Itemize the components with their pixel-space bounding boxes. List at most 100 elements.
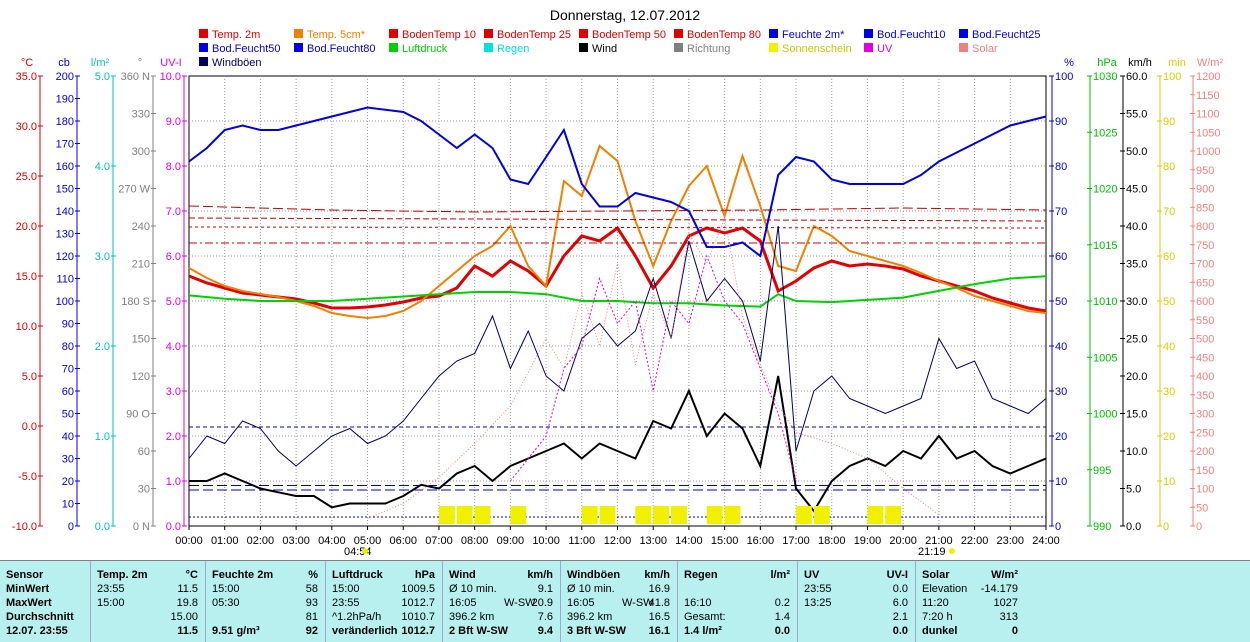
- table-cell-label: Ø 10 min.: [567, 583, 615, 595]
- table-cell-label: 396.2 km: [567, 611, 613, 623]
- header-label: Solar: [922, 569, 950, 581]
- header-label: Luftdruck: [332, 569, 383, 581]
- table-row: veränderlich ↑ 1012.7: [326, 624, 443, 638]
- axis-tick-label-left: 3.0: [95, 251, 110, 263]
- sunshine-bar: [581, 506, 598, 524]
- table-column: Regen l/m² 16:10 0.2 Gesamt: 1.4 1.4 l/m² 0.0: [677, 561, 798, 642]
- axis-tick-label-right: 40: [1055, 341, 1067, 353]
- table-cell-label: 16:10: [684, 597, 712, 609]
- axis-tick-label-right: 900: [1196, 184, 1214, 196]
- legend-swatch: [199, 43, 208, 52]
- legend-label: Richtung: [687, 43, 730, 55]
- legend-swatch: [389, 29, 398, 38]
- x-axis-tick-label: 17:00: [782, 535, 810, 547]
- legend-swatch: [959, 43, 968, 52]
- axis-tick-label-left: 8.0: [166, 161, 181, 173]
- sunshine-bar: [510, 506, 527, 524]
- sunshine-bar: [885, 506, 902, 524]
- axis-unit-right: %: [1064, 57, 1074, 69]
- axis-tick-label-right: 70: [1163, 206, 1175, 218]
- axis-tick-label-left: 0: [68, 521, 74, 533]
- table-column: Temp. 2m °C 23:55 11.5 15:00 19.8 15.00 11.5: [90, 561, 206, 642]
- legend-swatch: [959, 29, 968, 38]
- x-axis-tick-label: 20:00: [889, 535, 917, 547]
- table-cell-value: 0.0: [892, 583, 908, 595]
- sunshine-bar: [599, 506, 616, 524]
- header-label: Regen: [684, 569, 718, 581]
- axis-tick-label-right: 350: [1196, 390, 1214, 402]
- x-axis-tick-label: 01:00: [211, 535, 239, 547]
- axis-tick-label-right: 20: [1055, 431, 1067, 443]
- legend-swatch: [484, 43, 493, 52]
- sunshine-bar: [438, 506, 455, 524]
- legend-swatch: [484, 29, 493, 38]
- x-axis-tick-label: 18:00: [818, 535, 846, 547]
- axis-tick-label-left: 110: [56, 274, 74, 286]
- header-unit: hPa: [414, 569, 435, 581]
- sunshine-bar: [706, 506, 723, 524]
- x-axis-tick-label: 04:00: [318, 535, 346, 547]
- axis-tick-label-right: 70: [1055, 206, 1067, 218]
- legend-label: Solar: [972, 43, 998, 55]
- bodentemp-10-series: [188, 205, 1047, 213]
- axis-tick-label-right: 60: [1055, 251, 1067, 263]
- table-cell-value: 93: [305, 597, 318, 609]
- table-cell-label: 1.4 l/m²: [684, 625, 722, 637]
- table-row: 2 Bft W-SW 9.4: [443, 624, 561, 638]
- x-axis-tick-label: 11:00: [568, 535, 595, 547]
- table-cell-label: 05:30: [212, 597, 240, 609]
- axis-tick-label-right: 60: [1163, 251, 1175, 263]
- axis-tick-label-right: 45.0: [1126, 184, 1147, 196]
- table-column: Solar W/m² Elevation -14.179 11:20 1027 7:20 h…: [915, 561, 1026, 642]
- axis-tick-label-right: 50: [1055, 296, 1067, 308]
- legend-swatch: [294, 43, 303, 52]
- table-row: 13:25 6.0: [798, 596, 916, 610]
- axis-tick-label-right: 50: [1196, 502, 1208, 514]
- x-axis-tick-label: 06:00: [389, 535, 417, 547]
- axis-tick-label-left: 120: [56, 251, 74, 263]
- table-header: Temp. 2m °C: [91, 568, 206, 582]
- axis-tick-label-left: 240: [132, 221, 150, 233]
- axis-tick-label-left: 30: [62, 454, 74, 466]
- table-cell-value: -14.179: [980, 583, 1018, 595]
- header-unit: km/h: [644, 569, 670, 581]
- axis-tick-label-right: 30: [1163, 386, 1175, 398]
- table-cell-label: Elevation: [922, 583, 968, 595]
- axis-tick-label-right: 450: [1196, 352, 1214, 364]
- axis-tick-label-right: 100: [1055, 71, 1073, 83]
- table-row: 1.4 l/m² 0.0: [678, 624, 798, 638]
- axis-tick-label-left: 90 O: [126, 409, 150, 421]
- legend-swatch: [199, 29, 208, 38]
- axis-tick-label-right: 5.0: [1126, 484, 1141, 496]
- axis-tick-label-left: 9.0: [166, 116, 181, 128]
- axis-tick-label-right: 0: [1196, 521, 1202, 533]
- axis-tick-label-right: 90: [1055, 116, 1067, 128]
- header-unit: UV-I: [886, 569, 908, 581]
- table-row: Ø 10 min. 16.9: [561, 582, 678, 596]
- axis-tick-label-right: 50.0: [1126, 146, 1147, 158]
- legend-swatch: [674, 43, 683, 52]
- axis-tick-label-left: 10.0: [16, 321, 37, 333]
- bodentemp-25-series: [188, 217, 1047, 222]
- axis-tick-label-right: 990: [1093, 521, 1111, 533]
- axis-tick-label-right: 950: [1196, 165, 1214, 177]
- table-row: 7:20 h 313: [916, 610, 1026, 624]
- table-cell-value: 11.5: [177, 583, 198, 595]
- axis-tick-label-left: 300: [132, 146, 150, 158]
- table-cell-label: 15:00: [332, 583, 360, 595]
- axis-tick-label-right: 300: [1196, 409, 1214, 421]
- table-column: Feuchte 2m% 15:00 58 05:30 93 81 9.51 g/m³ 92: [205, 561, 326, 642]
- axis-tick-label-right: 100: [1163, 71, 1181, 83]
- table-row: 15:00 19.8: [91, 596, 206, 610]
- axis-tick-label-right: 100: [1196, 484, 1214, 496]
- axis-tick-label-right: 40: [1163, 341, 1175, 353]
- table-cell-value: 1012.7: [401, 597, 435, 609]
- table-cell-value: 0.0: [774, 625, 790, 637]
- axis-unit-left: l/m²: [91, 57, 110, 69]
- axis-tick-label-left: 10: [62, 499, 74, 511]
- axis-tick-label-left: 170: [56, 139, 74, 151]
- axis-tick-label-right: 995: [1093, 465, 1111, 477]
- axis-tick-label-right: 1015: [1093, 240, 1117, 252]
- table-cell-label: 23:55: [804, 583, 832, 595]
- sunshine-bar: [796, 506, 812, 524]
